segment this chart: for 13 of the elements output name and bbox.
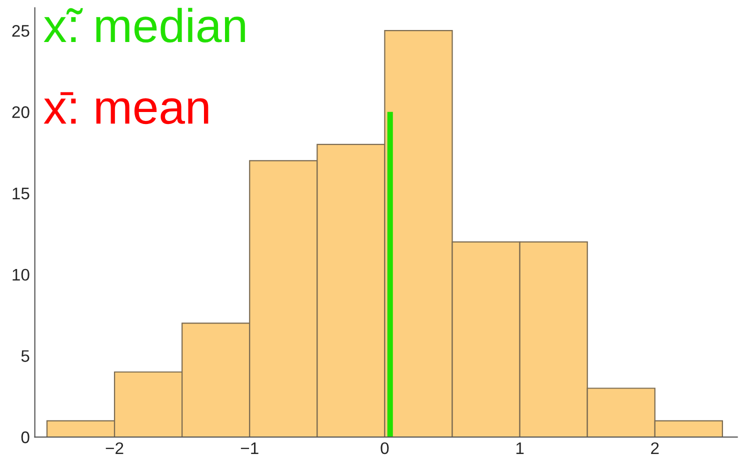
x-tick-label: 0 <box>380 442 389 454</box>
y-tick-label: 15 <box>12 188 30 200</box>
x-tick-label: 1 <box>516 442 524 454</box>
x-tick-label: −2 <box>106 442 124 454</box>
annotation: x̄: mean <box>44 92 208 124</box>
x-tick-label: −1 <box>240 442 258 454</box>
y-tick-label: 25 <box>12 25 30 37</box>
y-tick-label: 10 <box>12 268 30 281</box>
x-tick-label: 2 <box>651 442 659 454</box>
text: x̃: median <box>44 8 245 43</box>
y-tick-label: 20 <box>12 106 30 118</box>
y-tick-label: 5 <box>21 350 30 362</box>
y-tick-label: 0 <box>21 431 30 444</box>
